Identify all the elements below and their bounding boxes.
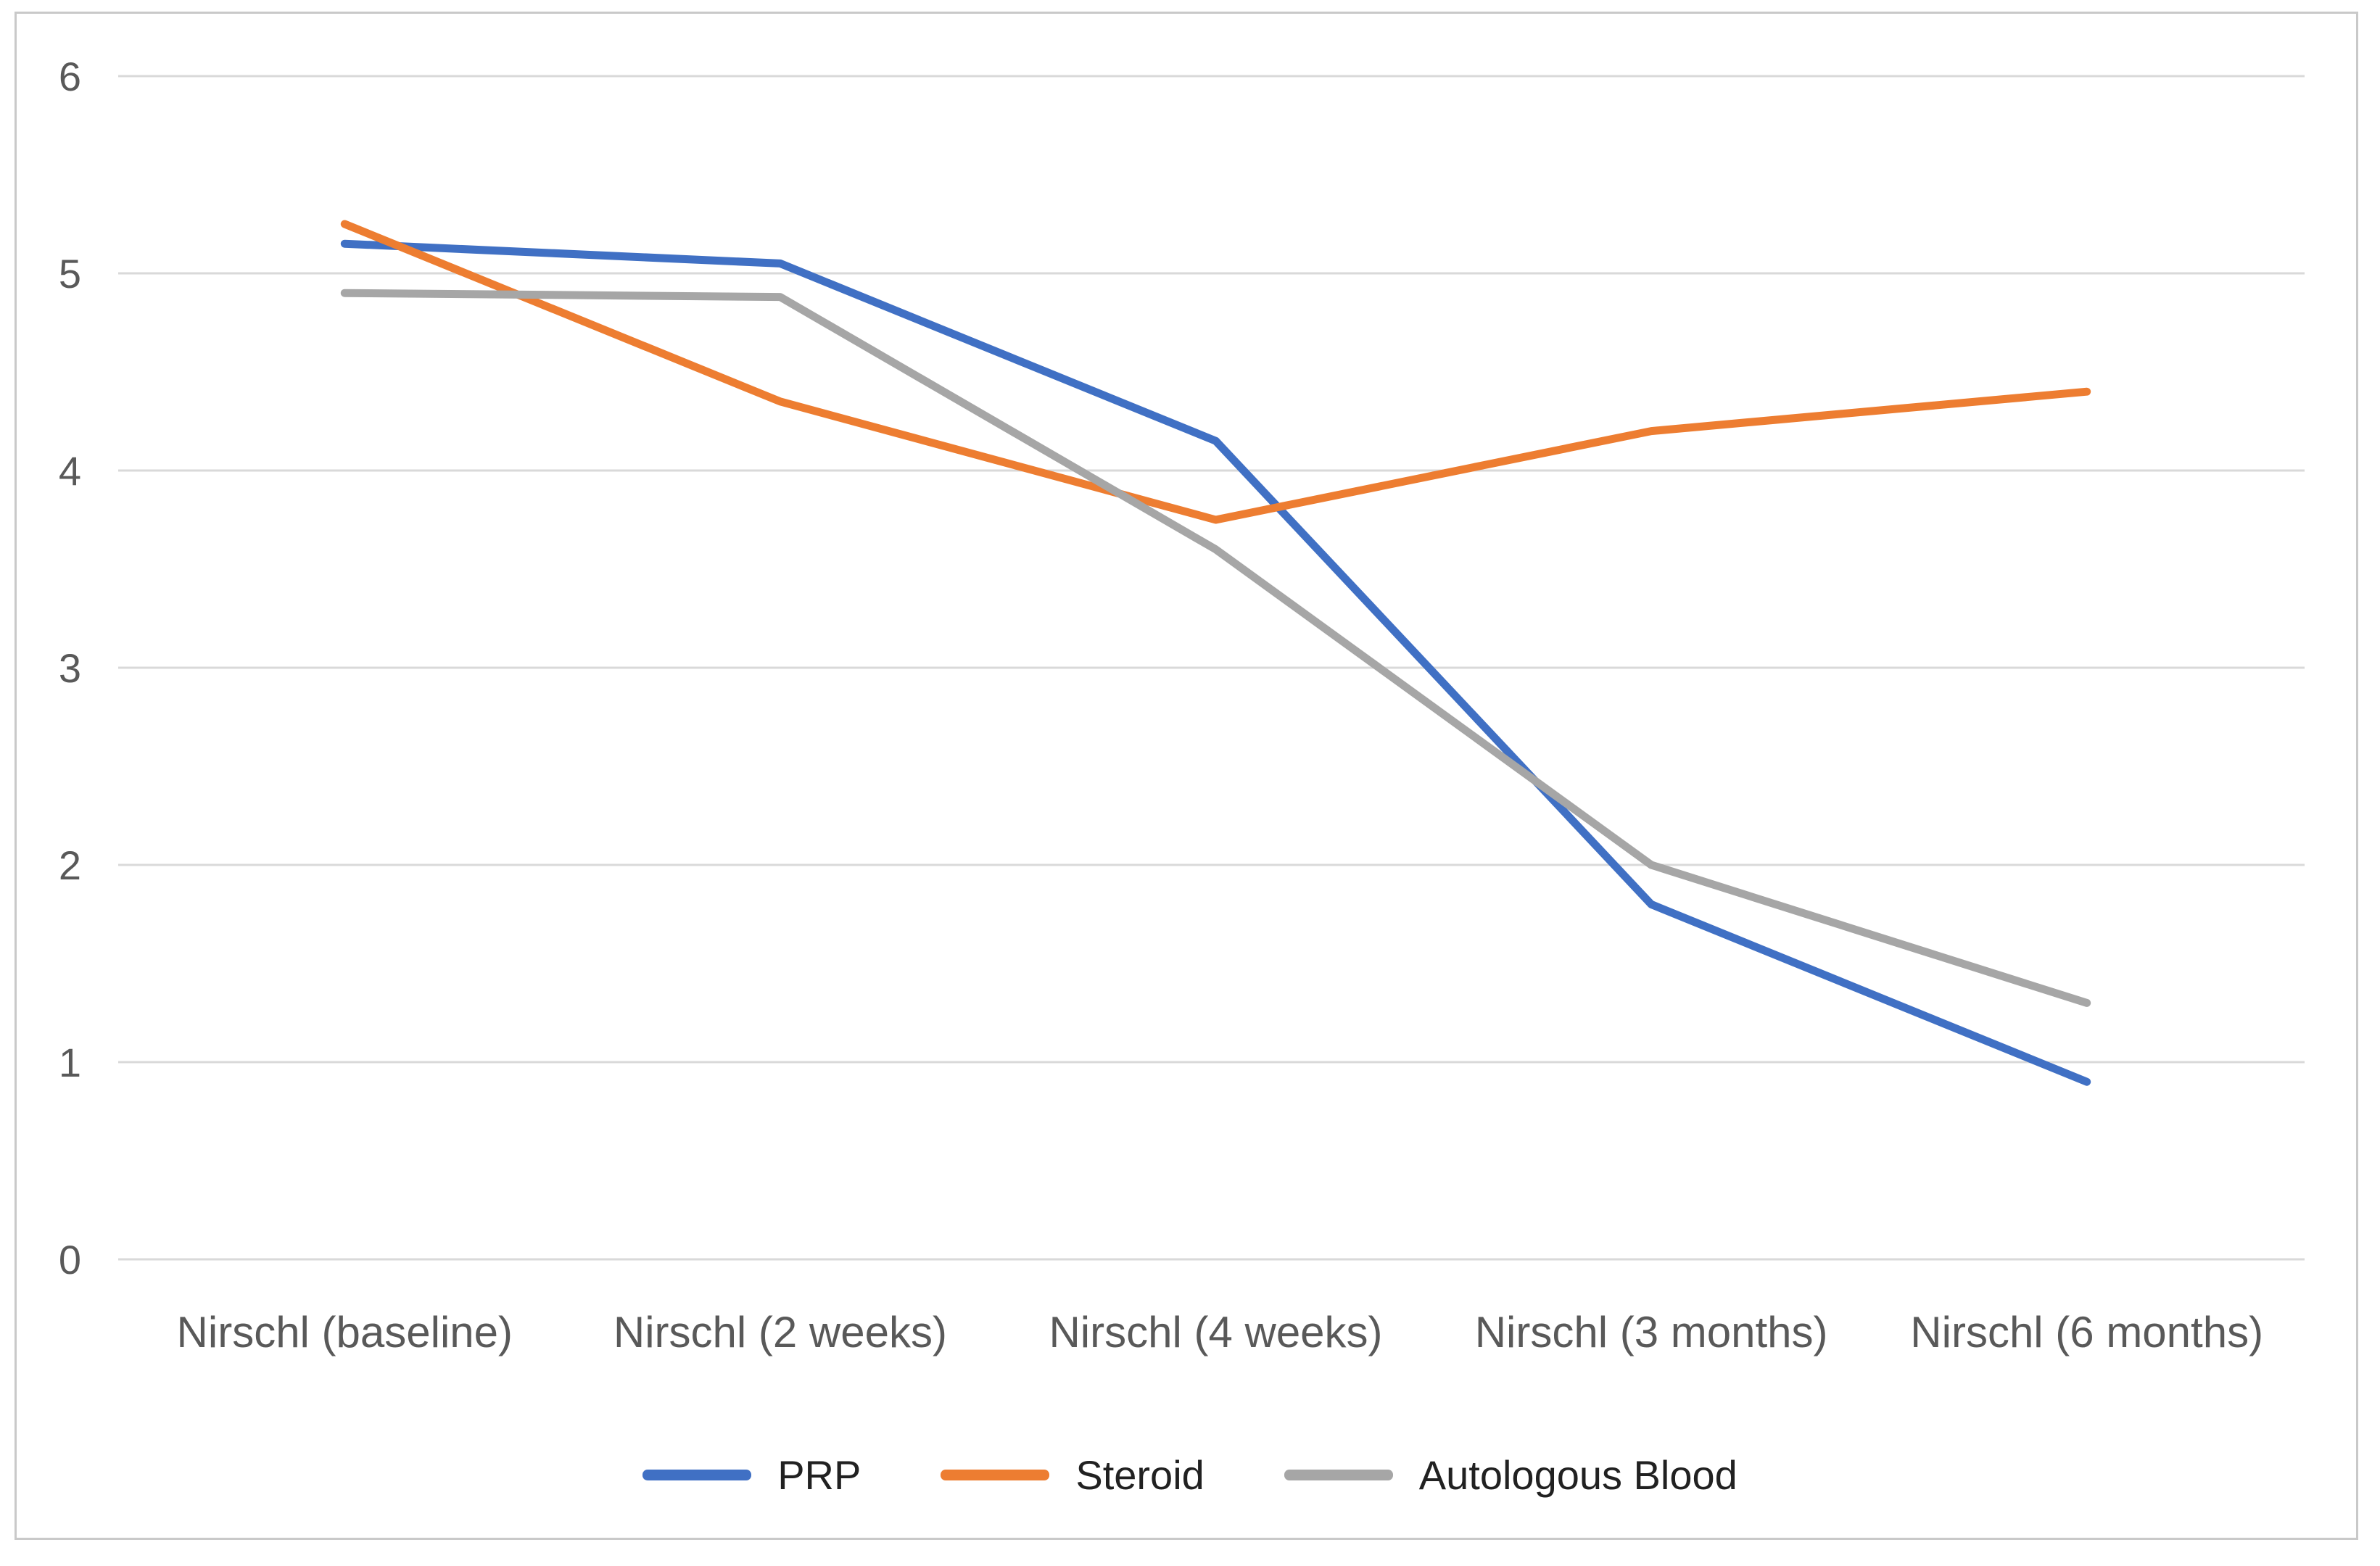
legend-swatch-steroid [941,1470,1050,1480]
series-line-autologous-blood [340,289,2091,1007]
category-label-1: Nirschl (2 weeks) [613,1308,947,1356]
series-line-prp [340,239,2091,1086]
y-tick-label-4: 4 [59,448,81,494]
legend-label-autologous-blood: Autologous Blood [1418,1452,1738,1498]
legend-label-prp: PRP [777,1452,861,1498]
y-tick-label-6: 6 [59,54,81,99]
series-lines [340,220,2091,1086]
category-label-0: Nirschl (baseline) [177,1308,513,1356]
legend-item-autologous-blood: Autologous Blood [1284,1451,1738,1499]
legend-swatch-autologous-blood [1284,1470,1393,1480]
legend-item-steroid: Steroid [941,1451,1205,1499]
category-label-2: Nirschl (4 weeks) [1049,1308,1382,1356]
category-label-4: Nirschl (6 months) [1910,1308,2263,1356]
legend-swatch-prp [642,1470,752,1480]
legend-label-steroid: Steroid [1075,1452,1205,1498]
y-tick-label-1: 1 [59,1040,81,1085]
legend-item-prp: PRP [642,1451,861,1499]
y-tick-label-5: 5 [59,251,81,297]
x-axis-category-labels: Nirschl (baseline) Nirschl (2 weeks) Nirsc… [177,1308,2264,1356]
gridlines [118,75,2305,1261]
y-tick-label-0: 0 [59,1237,81,1283]
y-tick-label-3: 3 [59,645,81,691]
legend: PRP Steroid Autologous Blood [0,1451,2380,1499]
category-label-3: Nirschl (3 months) [1475,1308,1828,1356]
chart-frame [15,12,2358,1540]
y-axis-tick-labels: 0 1 2 3 4 5 6 [59,54,81,1283]
series-line-steroid [340,220,2091,524]
y-tick-label-2: 2 [59,842,81,888]
